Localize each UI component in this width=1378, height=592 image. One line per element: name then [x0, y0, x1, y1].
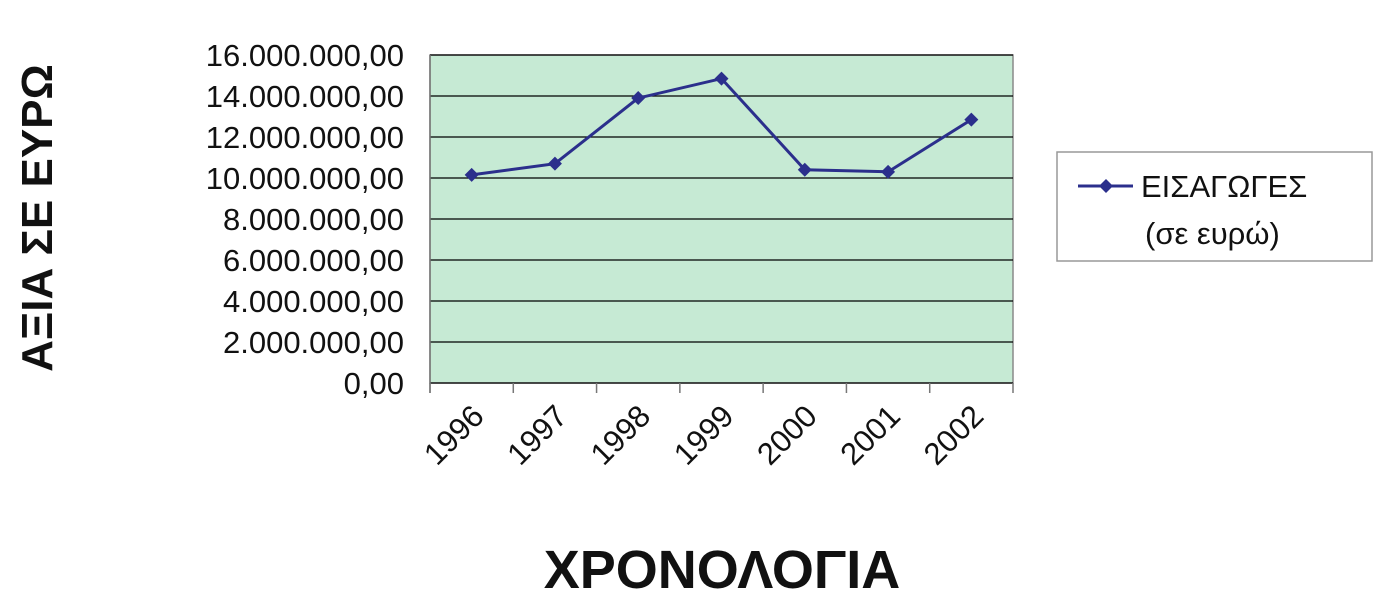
x-tick-label: 2001	[834, 398, 908, 472]
x-tick-label: 1997	[500, 398, 574, 472]
data-point-marker	[797, 162, 812, 177]
data-point-marker	[881, 164, 896, 179]
x-tick-label: 1999	[667, 398, 741, 472]
legend-box	[1056, 151, 1373, 262]
gridlines	[429, 54, 1013, 393]
data-point-marker	[464, 167, 479, 182]
legend-marker	[1099, 179, 1113, 193]
y-tick-label: 14.000.000,00	[206, 79, 404, 114]
data-point-marker	[714, 71, 729, 86]
y-axis-tick-labels: 0,00 2.000.000,00 4.000.000,00 6.000.000,00…	[206, 38, 404, 401]
legend-label-line-1: ΕΙΣΑΓΩΓΕΣ	[1141, 169, 1307, 204]
data-point-marker	[547, 156, 562, 171]
x-axis-tick-labels: 1996 1997 1998 1999 2000 2001 2002	[417, 398, 990, 472]
y-tick-label: 6.000.000,00	[223, 243, 404, 278]
data-point-marker	[964, 112, 979, 127]
x-tick-label: 1996	[417, 398, 491, 472]
y-tick-label: 8.000.000,00	[223, 202, 404, 237]
y-tick-label: 2.000.000,00	[223, 325, 404, 360]
y-axis-title: ΑΞΙΑ ΣΕ ΕΥΡΩ	[13, 64, 62, 372]
y-tick-label: 4.000.000,00	[223, 284, 404, 319]
y-tick-label: 0,00	[344, 366, 404, 401]
y-tick-label: 16.000.000,00	[206, 38, 404, 73]
x-tick-label: 2002	[917, 398, 991, 472]
x-tick-label: 1998	[584, 398, 658, 472]
x-axis-title: ΧΡΟΝΟΛΟΓΙΑ	[544, 540, 901, 592]
x-tick-label: 2000	[750, 398, 824, 472]
x-axis-tick-marks	[429, 383, 1014, 393]
legend: ΕΙΣΑΓΩΓΕΣ (σε ευρώ)	[1056, 151, 1373, 262]
y-tick-label: 12.000.000,00	[206, 120, 404, 155]
y-tick-label: 10.000.000,00	[206, 161, 404, 196]
data-point-marker	[631, 91, 646, 106]
legend-label-line-2: (σε ευρώ)	[1145, 216, 1280, 251]
series-markers	[464, 71, 979, 182]
